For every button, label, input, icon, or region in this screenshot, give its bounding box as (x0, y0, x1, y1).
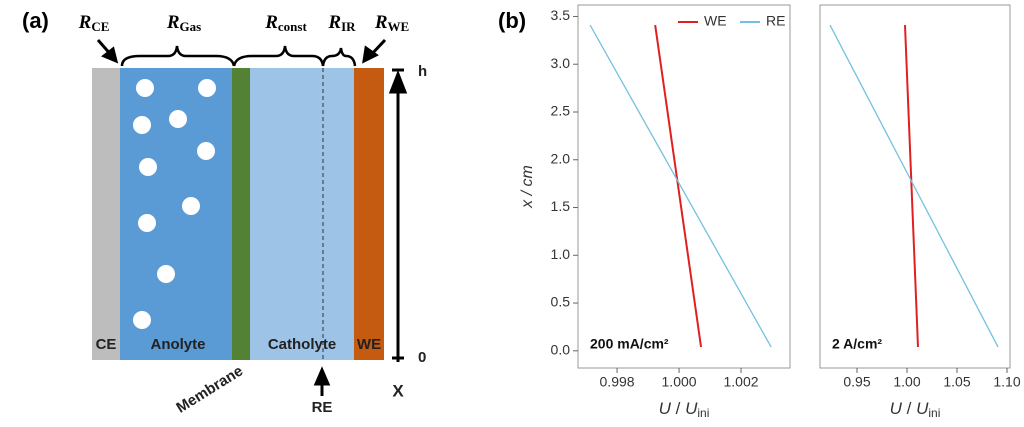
x-axis-label-part: / (902, 399, 916, 418)
annotation: 2 A/cm² (832, 336, 882, 352)
resistance-label: RIR (327, 12, 356, 34)
plot-frame (819, 4, 1011, 369)
y-tick-label: 0.5 (551, 294, 571, 310)
data-line (589, 24, 772, 348)
x-axis-label-part: ini (697, 406, 709, 420)
region-label: Anolyte (150, 336, 205, 353)
x-axis-label-part: ini (928, 406, 940, 420)
x-tick-label: 1.000 (662, 374, 697, 390)
plot-frame (577, 4, 791, 369)
y-tick-label: 3.5 (551, 7, 571, 23)
region-label: WE (357, 336, 381, 353)
re-label: RE (312, 399, 333, 416)
resistance-label: Rconst (264, 12, 307, 34)
diagram: CE Anolyte Catholyte WE Membrane RCE RGa… (78, 12, 428, 416)
axis-bottom-label: 0 (418, 349, 426, 366)
x-axis-label-part: U (685, 399, 698, 418)
x-axis-label-part: U (890, 399, 903, 418)
x-tick-label: 0.998 (600, 374, 635, 390)
legend-label: WE (704, 13, 727, 29)
x-tick-label: 0.95 (843, 374, 870, 390)
x-axis-label: U / Uini (890, 399, 941, 420)
y-tick-label: 1.0 (551, 246, 571, 262)
annotation: 200 mA/cm² (590, 336, 669, 352)
y-axis-label: x / cm (519, 165, 536, 209)
data-line (829, 24, 999, 348)
axis-label: X (392, 381, 404, 400)
region-label: CE (96, 336, 117, 353)
membrane-label: Membrane (173, 362, 246, 416)
x-tick-label: 1.00 (893, 374, 920, 390)
membrane-region (232, 68, 250, 360)
resistance-label: RGas (166, 12, 201, 34)
data-line (654, 24, 703, 348)
panel-label: (a) (22, 8, 49, 33)
axis-top-label: h (418, 63, 427, 80)
ce-region (92, 68, 120, 360)
x-tick-label: 1.05 (943, 374, 970, 390)
x-tick-label: 1.002 (724, 374, 759, 390)
resistance-label: RCE (78, 12, 110, 34)
panel-label: (b) (498, 8, 526, 33)
y-tick-label: 2.5 (551, 103, 571, 119)
arrows (96, 38, 408, 396)
x-axis-label-part: U (916, 399, 929, 418)
region-label: Catholyte (268, 336, 336, 353)
x-axis-label-part: / (671, 399, 685, 418)
resistance-label: RWE (374, 12, 409, 34)
bubbles (133, 79, 216, 329)
x-axis-label: U / Uini (659, 399, 710, 420)
legend-label: RE (766, 13, 785, 29)
y-tick-label: 0.0 (551, 342, 571, 358)
catholyte-region (250, 68, 354, 360)
x-axis-label-part: U (659, 399, 672, 418)
we-region (354, 68, 384, 360)
braces (120, 45, 357, 67)
y-tick-label: 3.0 (551, 55, 571, 71)
y-tick-label: 1.5 (551, 198, 571, 214)
data-line (904, 25, 919, 348)
x-tick-label: 1.10 (993, 374, 1020, 390)
y-tick-label: 2.0 (551, 150, 571, 166)
